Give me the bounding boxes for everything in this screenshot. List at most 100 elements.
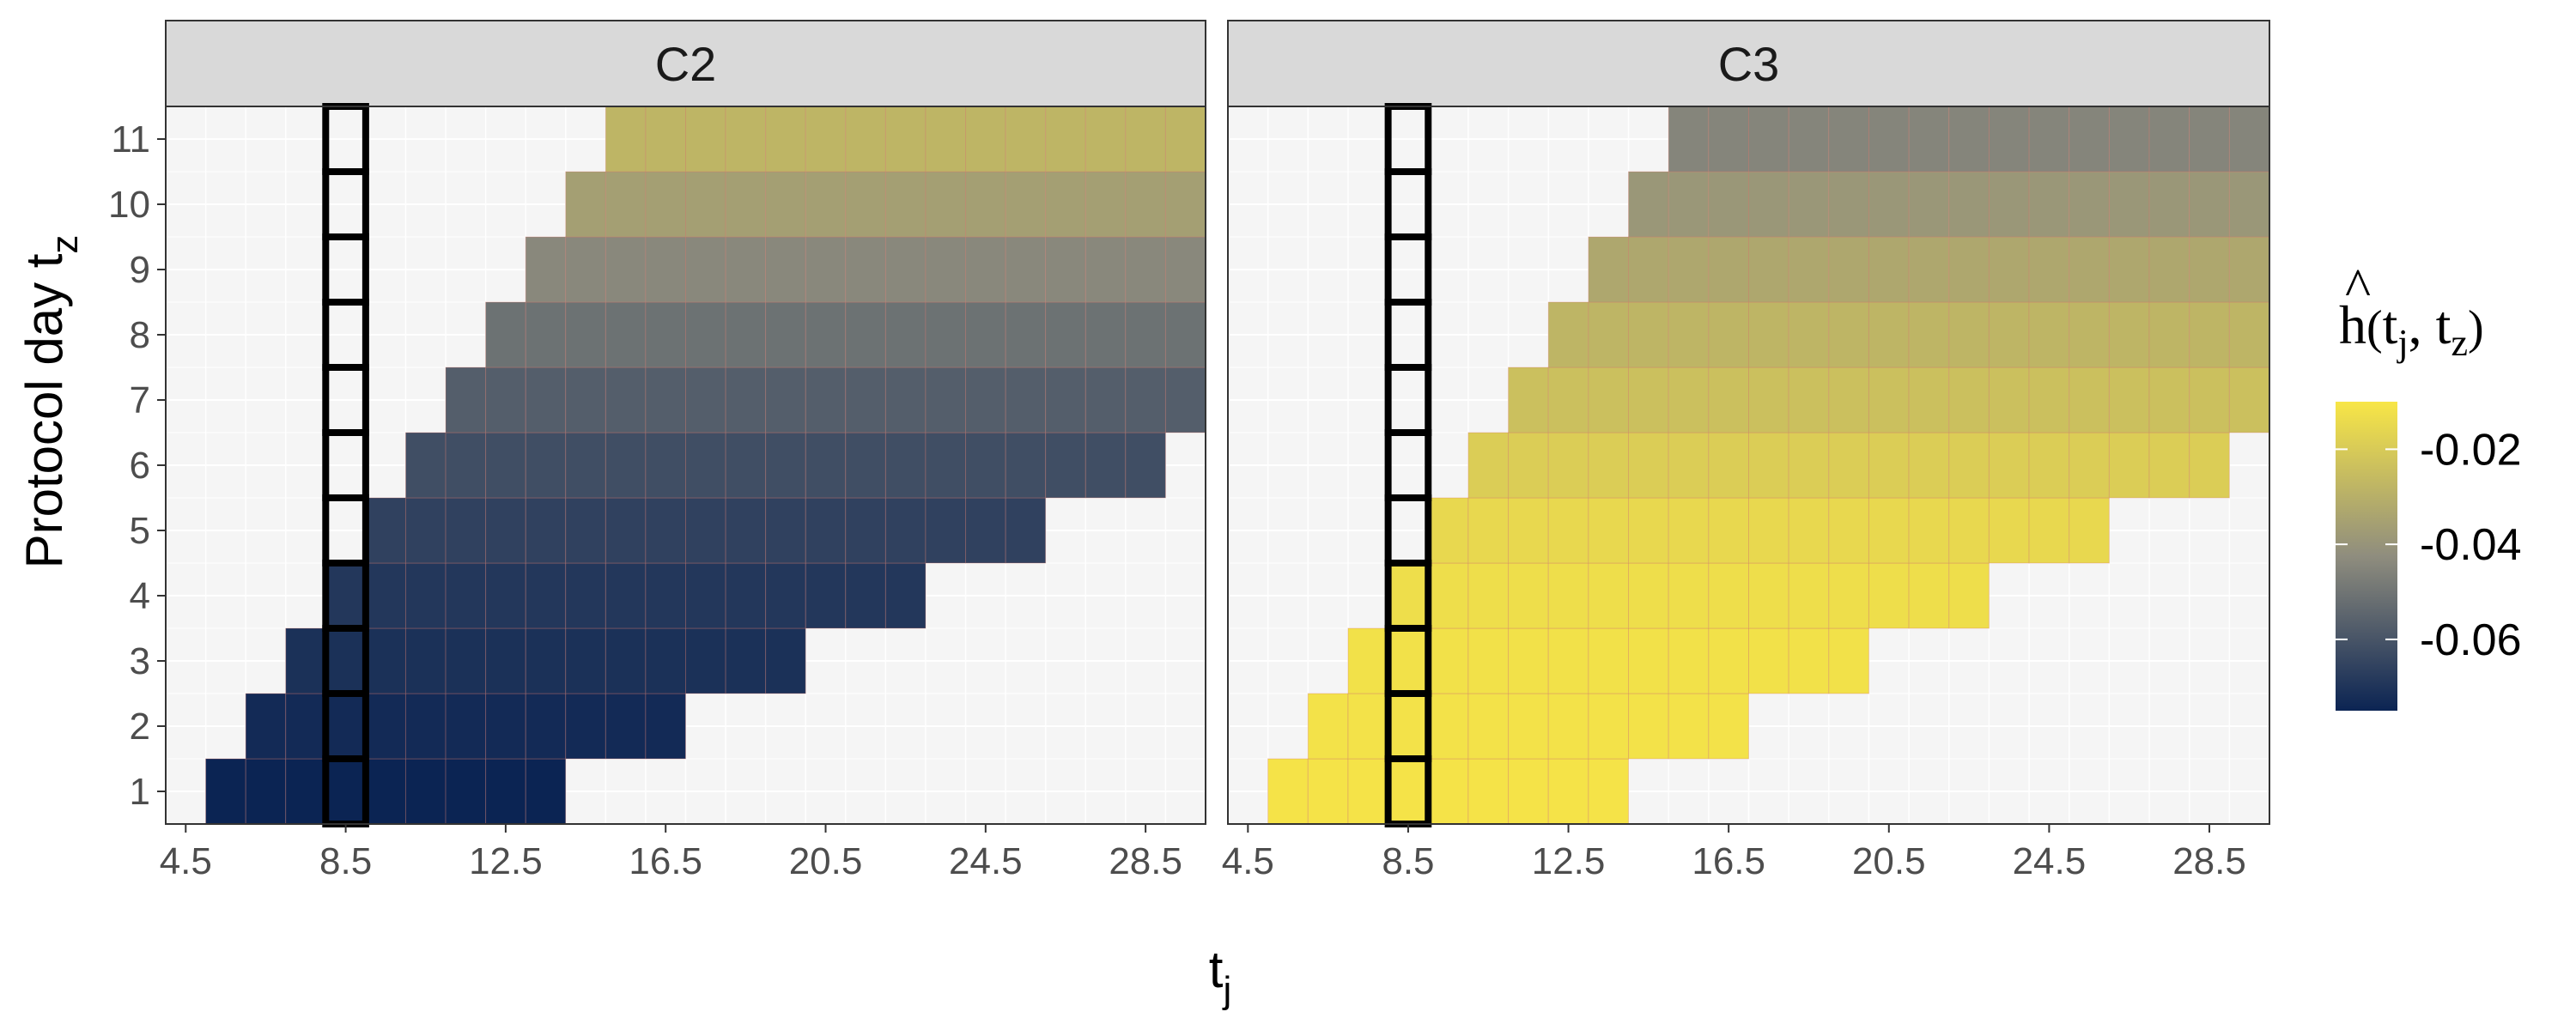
heatmap-cell — [645, 562, 687, 629]
heatmap-cell — [1748, 497, 1789, 564]
heatmap-cell — [525, 627, 567, 694]
heatmap-cell — [805, 497, 847, 564]
heatmap-cell — [2189, 171, 2230, 238]
heatmap-cell — [1828, 627, 1869, 694]
heatmap-cell — [1547, 497, 1589, 564]
heatmap-cell — [805, 236, 847, 303]
heatmap-cell — [1828, 236, 1869, 303]
heatmap-cell — [725, 367, 767, 433]
heatmap-cell — [445, 432, 487, 499]
heatmap-cell — [565, 693, 606, 760]
strip-c3-background — [1227, 20, 2270, 107]
heatmap-cell — [2108, 432, 2150, 499]
heatmap-cell — [605, 236, 647, 303]
heatmap-cell — [525, 301, 567, 368]
heatmap-cell — [725, 497, 767, 564]
heatmap-cell — [2028, 236, 2070, 303]
heatmap-cell — [2028, 301, 2070, 368]
heatmap-cell — [725, 627, 767, 694]
heatmap-cell — [1347, 758, 1389, 825]
heatmap-cell — [805, 367, 847, 433]
x-axis-title-main: t — [1209, 941, 1224, 998]
heatmap-cell — [1948, 562, 1990, 629]
heatmap-cell — [325, 627, 367, 694]
panel-c3-x-axis: 4.5 8.5 12.5 16.5 20.5 24.5 28.5 — [1222, 824, 2246, 882]
heatmap-cell — [1908, 106, 1950, 173]
heatmap-cell — [525, 693, 567, 760]
y-tick-label: 2 — [130, 706, 150, 748]
strip-c2-background — [165, 20, 1206, 107]
heatmap-cell — [2108, 301, 2150, 368]
heatmap-cell — [1828, 562, 1869, 629]
heatmap-cell — [1788, 432, 1830, 499]
legend-title-close: ) — [2468, 301, 2484, 354]
heatmap-cell — [1668, 497, 1710, 564]
heatmap-cell — [1828, 497, 1869, 564]
heatmap-cell — [1508, 758, 1549, 825]
heatmap-cell — [1307, 693, 1349, 760]
heatmap-cell — [1828, 367, 1869, 433]
heatmap-cell — [1668, 106, 1710, 173]
heatmap-cell — [525, 497, 567, 564]
heatmap-cell — [1508, 432, 1549, 499]
heatmap-cell — [1868, 367, 1910, 433]
heatmap-cell — [445, 693, 487, 760]
heatmap-cell — [1988, 106, 2030, 173]
panel-c2: C2 4.5 8.5 12.5 16.5 20.5 24.5 28.5 — [160, 20, 1206, 882]
x-axis-title: tj — [1209, 941, 1231, 1011]
heatmap-cell — [1588, 562, 1630, 629]
y-tick-label: 8 — [130, 314, 150, 356]
x-tick-label-c2: 24.5 — [949, 840, 1023, 882]
heatmap-cell — [1628, 627, 1669, 694]
y-axis-title: Protocol day tz — [15, 235, 86, 569]
heatmap-cell — [2148, 106, 2190, 173]
heatmap-cell — [404, 758, 447, 825]
heatmap-cell — [1467, 693, 1510, 760]
y-tick-label: 9 — [130, 249, 150, 291]
y-axis-title-subscript: z — [44, 235, 86, 254]
heatmap-cell — [725, 236, 767, 303]
heatmap-cell — [1908, 367, 1950, 433]
heatmap-cell — [645, 432, 687, 499]
strip-c3-label: C3 — [1718, 37, 1780, 91]
heatmap-cell — [325, 562, 367, 629]
heatmap-cell — [1988, 497, 2030, 564]
heatmap-cell — [1588, 301, 1630, 368]
heatmap-cell — [884, 236, 927, 303]
heatmap-cell — [404, 432, 447, 499]
heatmap-cell — [2028, 432, 2070, 499]
heatmap-cell — [365, 562, 406, 629]
heatmap-cell — [2189, 106, 2230, 173]
heatmap-cell — [1988, 236, 2030, 303]
x-tick-label-c2: 4.5 — [160, 840, 212, 882]
heatmap-cell — [1668, 627, 1710, 694]
heatmap-cell — [365, 627, 406, 694]
x-tick-label-c2: 20.5 — [789, 840, 863, 882]
heatmap-cell — [805, 106, 847, 173]
heatmap-cell — [1084, 367, 1127, 433]
heatmap-cell — [404, 562, 447, 629]
heatmap-cell — [1628, 301, 1669, 368]
heatmap-cell — [1908, 432, 1950, 499]
heatmap-cell — [1045, 432, 1086, 499]
heatmap-cell — [645, 301, 687, 368]
heatmap-cell — [445, 758, 487, 825]
legend-title-t1: t — [2383, 294, 2398, 355]
x-tick-label-c3: 8.5 — [1382, 840, 1434, 882]
heatmap-cell — [925, 497, 967, 564]
heatmap-cell — [1125, 301, 1166, 368]
heatmap-cell — [1668, 367, 1710, 433]
heatmap-cell — [1628, 236, 1669, 303]
heatmap-cell — [645, 367, 687, 433]
heatmap-cell — [645, 627, 687, 694]
heatmap-cell — [565, 562, 606, 629]
heatmap-cell — [1005, 497, 1047, 564]
heatmap-cell — [884, 106, 927, 173]
heatmap-cell — [685, 627, 726, 694]
heatmap-cell — [445, 497, 487, 564]
heatmap-cell — [365, 497, 406, 564]
legend-title-sub-j: j — [2396, 322, 2408, 364]
heatmap-cell — [525, 236, 567, 303]
heatmap-cell — [1828, 432, 1869, 499]
y-tick-label: 5 — [130, 510, 150, 552]
